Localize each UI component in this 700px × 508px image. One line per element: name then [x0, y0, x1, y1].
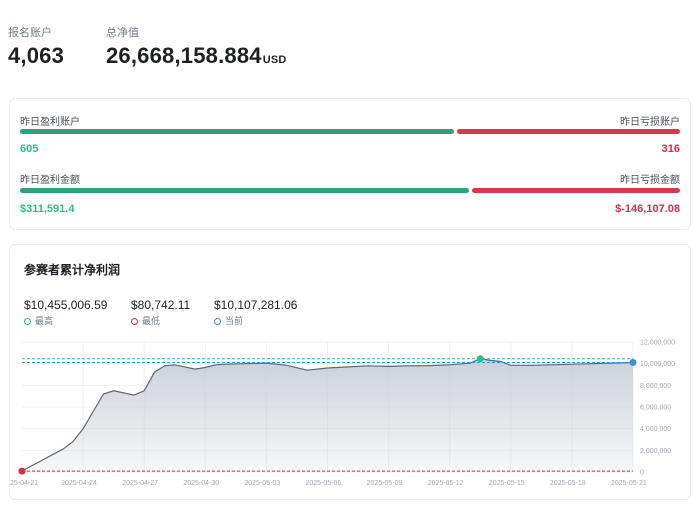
- x-tick-label: 25-04-21: [10, 480, 38, 487]
- loss-amount-bar: [472, 188, 680, 193]
- registered-accounts-value: 4,063: [8, 43, 65, 68]
- current-value: $10,107,281.06: [214, 298, 298, 312]
- high-value: $10,455,006.59: [24, 298, 108, 312]
- profit-accounts-label: 昨日盈利账户: [20, 117, 80, 128]
- low-label: 最低: [142, 316, 161, 326]
- high-dot-icon: [24, 318, 31, 325]
- low-legend: 最低: [131, 314, 160, 327]
- profit-amount-value: $311,591.4: [20, 203, 75, 215]
- y-tick-label: 8,000,000: [640, 383, 671, 390]
- loss-accounts-bar: [457, 129, 680, 134]
- area-fill: [22, 358, 633, 472]
- x-tick-label: 2025-05-18: [550, 480, 586, 487]
- net-value-label: 总净值: [106, 27, 139, 39]
- profit-amount-bar: [20, 188, 469, 193]
- loss-accounts-value: 316: [661, 143, 680, 155]
- x-tick-label: 2025-05-12: [428, 480, 464, 487]
- net-value-number: 26,668,158.884: [106, 43, 262, 68]
- low-value: $80,742.11: [131, 298, 191, 312]
- current-dot-icon: [214, 318, 221, 325]
- x-tick-label: 2025-05-06: [306, 480, 342, 487]
- net-value-unit: USD: [262, 54, 287, 66]
- y-tick-label: 0: [640, 470, 644, 477]
- current-point-marker: [629, 359, 637, 367]
- chart-title: 参赛者累计净利润: [24, 263, 121, 277]
- y-tick-label: 4,000,000: [640, 426, 671, 433]
- loss-amount-label: 昨日亏损金额: [620, 175, 680, 186]
- cumulative-profit-chart: 0 2,000,000 4,000,000 6,000,000 8,000,000 10,…: [10, 340, 675, 488]
- high-point-marker: [476, 355, 484, 363]
- net-value-amount: 26,668,158.884USD: [106, 43, 287, 69]
- low-dot-icon: [131, 318, 138, 325]
- current-label: 当前: [225, 316, 244, 326]
- x-tick-label: 2025-05-15: [489, 480, 525, 487]
- profit-loss-card: 昨日盈利账户 昨日亏损账户 605 316 昨日盈利金额 昨日亏损金额 $311…: [9, 98, 691, 230]
- profit-accounts-bar: [20, 129, 454, 134]
- y-tick-label: 10,000,000: [640, 361, 675, 368]
- loss-accounts-label: 昨日亏损账户: [620, 117, 680, 128]
- y-tick-label: 2,000,000: [640, 448, 671, 455]
- x-tick-label: 2025-04-27: [122, 480, 158, 487]
- x-tick-label: 2025-05-09: [367, 480, 403, 487]
- high-legend: 最高: [24, 314, 53, 327]
- profit-amount-label: 昨日盈利金额: [20, 175, 80, 186]
- profit-line: [21, 358, 634, 472]
- y-tick-label: 12,000,000: [640, 340, 675, 347]
- high-label: 最高: [35, 316, 54, 326]
- current-legend: 当前: [214, 314, 243, 327]
- x-tick-label: 2025-04-30: [183, 480, 219, 487]
- x-tick-label: 2025-05-21: [611, 480, 647, 487]
- profit-accounts-value: 605: [20, 143, 39, 155]
- registered-accounts-label: 报名账户: [8, 27, 52, 39]
- loss-amount-value: $-146,107.08: [615, 203, 680, 215]
- low-point-marker: [18, 467, 26, 475]
- x-tick-label: 2025-05-03: [244, 480, 280, 487]
- x-tick-label: 2025-04-24: [61, 480, 97, 487]
- y-tick-label: 6,000,000: [640, 405, 671, 412]
